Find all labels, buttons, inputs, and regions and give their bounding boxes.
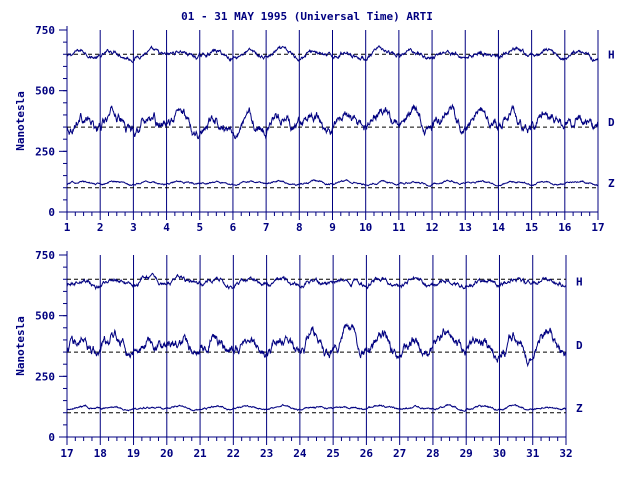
series-trace-z — [66, 403, 567, 412]
x-tick-label: 21 — [193, 447, 207, 460]
series-label-d: D — [608, 116, 615, 129]
x-tick-label: 24 — [293, 447, 307, 460]
y-tick-label: 0 — [48, 206, 55, 219]
x-tick-label: 15 — [525, 221, 538, 234]
x-tick-label: 19 — [127, 447, 140, 460]
y-axis-label: Nanotesla — [14, 91, 27, 151]
chart-title: 01 - 31 MAY 1995 (Universal Time) ARTI — [181, 10, 433, 23]
x-tick-label: 8 — [296, 221, 303, 234]
x-tick-label: 18 — [94, 447, 107, 460]
y-tick-label: 250 — [35, 370, 55, 383]
series-label-z: Z — [608, 177, 615, 190]
x-tick-label: 16 — [558, 221, 572, 234]
series-trace-h — [66, 272, 567, 291]
x-tick-label: 20 — [160, 447, 173, 460]
x-tick-label: 10 — [359, 221, 372, 234]
series-trace-h — [66, 44, 599, 64]
x-tick-label: 25 — [327, 447, 340, 460]
x-tick-label: 2 — [97, 221, 104, 234]
x-tick-label: 11 — [392, 221, 406, 234]
x-tick-label: 32 — [559, 447, 572, 460]
x-tick-label: 26 — [360, 447, 374, 460]
x-tick-label: 5 — [196, 221, 203, 234]
x-tick-label: 3 — [130, 221, 137, 234]
y-tick-label: 500 — [35, 85, 55, 98]
x-tick-label: 6 — [230, 221, 237, 234]
x-tick-label: 30 — [493, 447, 506, 460]
x-tick-label: 28 — [426, 447, 439, 460]
series-label-z: Z — [576, 402, 583, 415]
y-axis-label: Nanotesla — [14, 316, 27, 376]
x-tick-label: 1 — [64, 221, 71, 234]
x-tick-label: 22 — [227, 447, 240, 460]
x-tick-label: 23 — [260, 447, 273, 460]
y-tick-label: 750 — [35, 24, 55, 37]
x-tick-label: 17 — [591, 221, 604, 234]
series-label-h: H — [608, 48, 615, 61]
x-tick-label: 7 — [263, 221, 270, 234]
chart-panel-1: 1 2 3 4 5 6 7 8 9 10 11 12 13 14 15 16 170250500750Nanot… — [14, 24, 615, 234]
series-trace-d — [66, 103, 599, 140]
y-tick-label: 250 — [35, 145, 55, 158]
x-tick-label: 29 — [460, 447, 473, 460]
y-tick-label: 500 — [35, 310, 55, 323]
x-tick-label: 13 — [459, 221, 472, 234]
x-tick-label: 12 — [425, 221, 438, 234]
y-tick-label: 0 — [48, 431, 55, 444]
x-tick-label: 4 — [163, 221, 170, 234]
series-label-h: H — [576, 276, 583, 289]
x-tick-label: 17 — [60, 447, 73, 460]
chart-panel-2: 17 18 19 20 21 22 23 24 25 26 27 28 29 30 31 32 0 250 500 7… — [14, 249, 583, 460]
series-trace-z — [66, 179, 599, 188]
x-tick-label: 27 — [393, 447, 406, 460]
x-tick-label: 14 — [492, 221, 506, 234]
y-tick-label: 750 — [35, 249, 55, 262]
x-tick-label: 9 — [329, 221, 336, 234]
x-tick-label: 31 — [526, 447, 540, 460]
series-trace-d — [66, 322, 567, 368]
series-label-d: D — [576, 339, 583, 352]
